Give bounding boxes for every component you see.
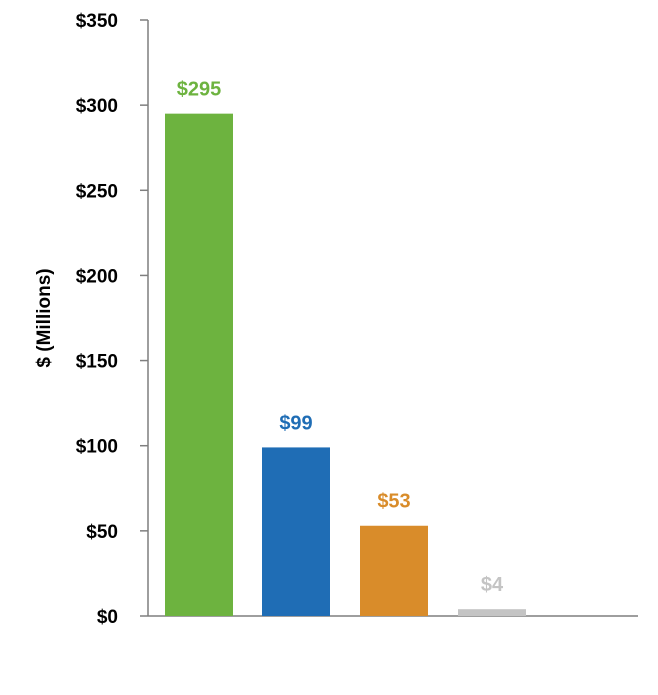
value-labels: $295 $99 $53 $4 xyxy=(177,79,504,597)
bar-value-label: $4 xyxy=(481,574,504,596)
bar-value-label: $295 xyxy=(177,79,222,101)
bar-value-label: $53 xyxy=(377,491,410,513)
y-tick-label: $250 xyxy=(76,181,118,202)
y-tick-label: $200 xyxy=(76,266,118,287)
bar-series xyxy=(165,113,526,617)
y-tick-label: $350 xyxy=(76,11,118,32)
y-tick-label: $100 xyxy=(76,437,118,458)
y-tick-label: $150 xyxy=(76,352,118,373)
bar xyxy=(458,609,526,616)
bar xyxy=(360,525,428,616)
bar xyxy=(262,447,330,616)
y-tick-label: $300 xyxy=(76,96,118,117)
y-tick-label: $0 xyxy=(97,607,118,628)
y-axis-title: $ (Millions) xyxy=(34,268,55,367)
bar xyxy=(165,113,233,617)
y-tick-label: $50 xyxy=(86,522,118,543)
bar-value-label: $99 xyxy=(279,412,312,434)
y-axis: $0 $50 $100 $150 $200 $250 $300 $350 xyxy=(76,11,149,628)
